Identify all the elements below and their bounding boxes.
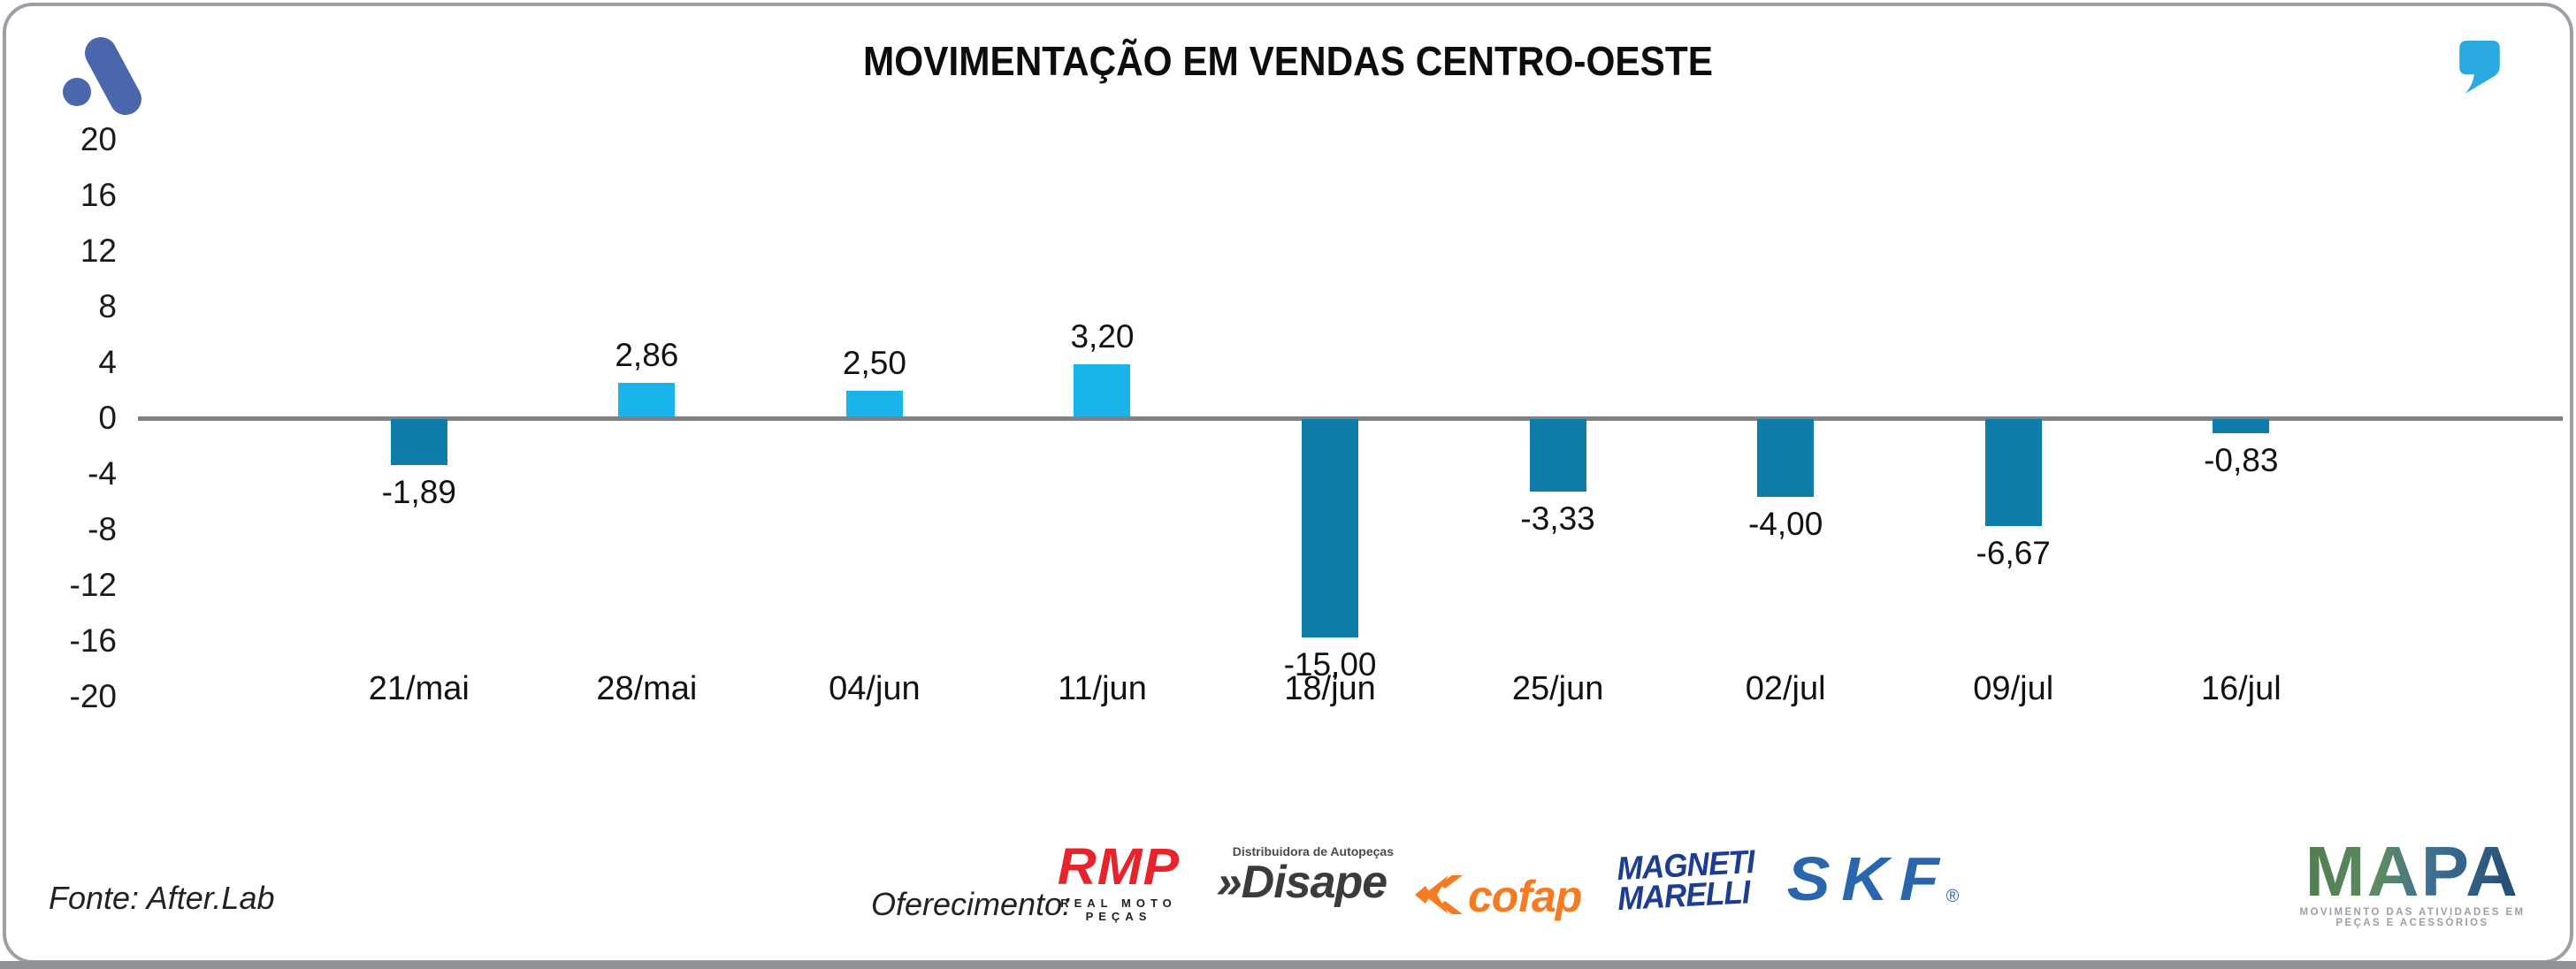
y-axis-tick-label: -12 [69, 567, 117, 603]
mapa-wordmark: MAPA [2305, 832, 2520, 911]
sponsor-logo-disape: Distribuidora de Autopeças »Disape [1204, 844, 1399, 906]
bar-04/jun[interactable] [845, 391, 903, 416]
cofap-arrow-icon [1413, 874, 1463, 920]
offering-label: Oferecimento: [871, 886, 1072, 922]
x-axis-category-label: 11/jun [1058, 670, 1147, 707]
bar-09/jul[interactable] [1984, 419, 2042, 526]
value-label: -1,89 [381, 474, 456, 510]
x-axis-category-label: 02/jul [1745, 670, 1826, 707]
x-axis-category-label: 09/jul [1973, 670, 2054, 707]
cofap-wordmark: cofap [1468, 872, 1582, 921]
x-axis-category-label: 04/jun [829, 670, 921, 707]
bar-column: -4,00 02/jul [1671, 0, 1900, 969]
chart-title: MOVIMENTAÇÃO EM VENDAS CENTRO-OESTE [863, 38, 1713, 84]
skf-registered-mark: ® [1945, 887, 1960, 906]
x-axis-category-label: 25/jun [1511, 670, 1604, 707]
bar-column: -3,33 25/jun [1444, 0, 1672, 969]
y-axis-tick-label: 12 [80, 233, 117, 269]
bar-28/mai[interactable] [618, 383, 676, 416]
bar-18/jun[interactable] [1302, 419, 1359, 637]
sponsor-logo-magneti-marelli: MAGNETI MARELLI [1609, 843, 1762, 918]
sponsor-logo-rmp: RMP REAL MOTO PEÇAS [1043, 842, 1194, 924]
disape-tagline: Distribuidora de Autopeças [1232, 844, 1394, 858]
value-label: -3,33 [1520, 500, 1595, 537]
y-axis-tick-label: 16 [80, 177, 117, 213]
value-label: -4,00 [1747, 506, 1823, 542]
rmp-wordmark: RMP [1057, 838, 1181, 896]
y-axis-tick-label: -4 [88, 455, 117, 492]
bar-column: -15,00 18/jun [1216, 0, 1444, 969]
bar-column: -6,67 09/jul [1900, 0, 2128, 969]
bar-column: 2,86 28/mai [533, 0, 761, 969]
y-axis-tick-label: 0 [98, 400, 117, 436]
bottom-strip [0, 961, 2576, 969]
bar-11/jun[interactable] [1074, 364, 1131, 416]
y-axis-tick-label: 4 [98, 344, 117, 380]
bar-02/jul[interactable] [1757, 419, 1815, 497]
y-axis-tick-label: 8 [98, 288, 117, 324]
y-axis-tick-label: -16 [69, 622, 117, 659]
value-label: -0,83 [2204, 442, 2279, 478]
value-label: 2,86 [615, 337, 679, 373]
magneti-line2: MARELLI [1617, 874, 1751, 918]
y-axis-tick-label: 20 [80, 121, 117, 157]
y-axis-tick-label: -8 [88, 511, 117, 547]
value-label: 2,50 [842, 345, 906, 381]
zero-axis-line [138, 416, 2563, 421]
value-label: -15,00 [1283, 646, 1377, 683]
mapa-logo: MAPA MOVIMENTO DAS ATIVIDADES EM PEÇAS E… [2289, 832, 2536, 929]
afterlab-logo-icon [35, 19, 141, 121]
quote-mark-icon [2458, 41, 2501, 98]
x-axis-category-label: 28/mai [596, 670, 698, 707]
bar-column: -0,83 16/jul [2128, 0, 2356, 969]
x-axis-category-label: 21/mai [368, 670, 470, 707]
rmp-tagline: REAL MOTO PEÇAS [1060, 897, 1177, 923]
value-label: 3,20 [1070, 318, 1135, 355]
bar-column: 3,20 11/jun [989, 0, 1217, 969]
value-label: -6,67 [1976, 535, 2051, 571]
skf-wordmark: SKF [1786, 844, 1951, 913]
x-axis-category-label: 16/jul [2200, 670, 2282, 707]
source-note: Fonte: After.Lab [49, 880, 275, 916]
bar-column: -1,89 21/mai [305, 0, 533, 969]
x-axis-category-label: 18/jun [1284, 670, 1376, 707]
sponsor-logo-cofap: cofap [1413, 871, 1608, 922]
disape-wordmark: »Disape [1216, 857, 1387, 908]
bar-column: 2,50 04/jun [761, 0, 989, 969]
sponsor-logo-skf: SKF® [1769, 844, 1981, 913]
bar-21/mai[interactable] [390, 419, 447, 465]
bar-25/jun[interactable] [1529, 419, 1586, 492]
mapa-tagline: MOVIMENTO DAS ATIVIDADES EM PEÇAS E ACES… [2299, 907, 2526, 928]
y-axis-tick-label: -20 [69, 678, 117, 714]
bar-16/jul[interactable] [2213, 419, 2270, 433]
bar-chart-plot-area: -1,89 21/mai 2,86 28/mai 2,50 04/jun 3,20 11/ju… [305, 0, 2355, 969]
